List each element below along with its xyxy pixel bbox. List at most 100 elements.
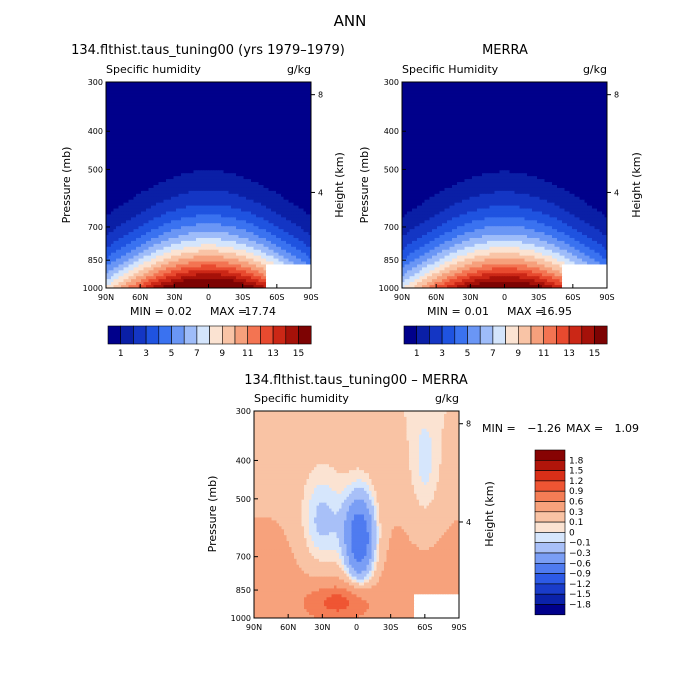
contour-cell <box>251 102 254 107</box>
contour-cell <box>268 93 272 98</box>
contour-cell <box>116 243 119 248</box>
contour-cell <box>121 229 124 233</box>
contour-cell <box>261 117 264 121</box>
contour-cell <box>193 164 197 168</box>
contour-cell <box>266 108 269 112</box>
contour-cell <box>298 114 302 118</box>
contour-cell <box>151 164 154 168</box>
contour-cell <box>111 235 114 239</box>
contour-cell <box>108 196 112 201</box>
contour-cell <box>178 235 182 239</box>
contour-cell <box>181 132 184 136</box>
contour-cell <box>143 235 147 239</box>
contour-cell <box>226 111 229 115</box>
contour-cell <box>223 102 227 107</box>
contour-cell <box>298 223 302 227</box>
contour-cell <box>248 117 252 121</box>
contour-cell <box>248 193 252 198</box>
contour-cell <box>236 205 239 210</box>
contour-cell <box>276 167 279 171</box>
contour-cell <box>106 140 109 145</box>
contour-cell <box>243 155 247 160</box>
contour-cell <box>261 214 264 218</box>
contour-cell <box>211 193 214 198</box>
contour-cell <box>156 223 159 227</box>
contour-cell <box>201 232 204 236</box>
contour-cell <box>168 93 172 98</box>
contour-cell <box>231 161 234 165</box>
contour-cell <box>143 87 147 92</box>
contour-cell <box>151 96 154 101</box>
contour-cell <box>211 164 214 168</box>
contour-cell <box>281 235 284 239</box>
contour-cell <box>298 202 302 207</box>
contour-cell <box>278 220 282 224</box>
contour-cell <box>131 84 134 89</box>
contour-cell <box>166 237 169 242</box>
contour-cell <box>133 202 137 207</box>
contour-cell <box>141 226 144 230</box>
contour-cell <box>196 164 199 168</box>
contour-cell <box>273 134 277 139</box>
contour-cell <box>173 246 177 251</box>
contour-cell <box>298 199 302 204</box>
contour-cell <box>173 173 177 177</box>
contour-cell <box>253 111 257 115</box>
contour-cell <box>206 167 209 171</box>
contour-cell <box>228 93 232 98</box>
contour-cell <box>126 123 129 127</box>
contour-cell <box>243 179 247 183</box>
contour-cell <box>306 132 309 136</box>
contour-cell <box>296 190 299 195</box>
contour-cell <box>158 96 162 101</box>
contour-cell <box>168 235 172 239</box>
contour-cell <box>128 240 132 245</box>
contour-cell <box>268 111 272 115</box>
contour-cell <box>276 152 279 157</box>
contour-cell <box>308 111 312 115</box>
contour-cell <box>163 205 167 210</box>
contour-cell <box>218 143 222 148</box>
contour-cell <box>111 173 114 177</box>
contour-cell <box>163 129 167 133</box>
contour-cell <box>166 140 169 145</box>
contour-cell <box>253 167 257 171</box>
contour-cell <box>168 82 172 86</box>
contour-cell <box>218 102 222 107</box>
contour-cell <box>148 117 152 121</box>
contour-cell <box>308 84 312 89</box>
contour-cell <box>131 120 134 124</box>
contour-cell <box>278 129 282 133</box>
contour-cell <box>203 105 207 109</box>
contour-cell <box>278 137 282 142</box>
contour-cell <box>296 129 299 133</box>
contour-cell <box>223 173 227 177</box>
contour-cell <box>293 211 297 215</box>
contour-cell <box>151 149 154 154</box>
contour-cell <box>246 93 249 98</box>
contour-cell <box>153 176 157 180</box>
contour-cell <box>113 143 117 148</box>
contour-cell <box>221 164 224 168</box>
contour-cell <box>221 161 224 165</box>
contour-cell <box>261 235 264 239</box>
contour-cell <box>186 152 189 157</box>
contour-cell <box>126 96 129 101</box>
contour-cell <box>126 137 129 142</box>
contour-cell <box>171 93 174 98</box>
contour-cell <box>163 87 167 92</box>
contour-cell <box>133 102 137 107</box>
contour-cell <box>291 170 294 174</box>
contour-cell <box>256 120 259 124</box>
contour-cell <box>271 235 274 239</box>
contour-cell <box>253 226 257 230</box>
contour-cell <box>158 132 162 136</box>
contour-cell <box>128 170 132 174</box>
contour-cell <box>226 149 229 154</box>
contour-cell <box>251 196 254 201</box>
contour-cell <box>173 87 177 92</box>
contour-cell <box>298 229 302 233</box>
contour-cell <box>158 232 162 236</box>
contour-cell <box>308 246 312 251</box>
contour-cell <box>246 179 249 183</box>
